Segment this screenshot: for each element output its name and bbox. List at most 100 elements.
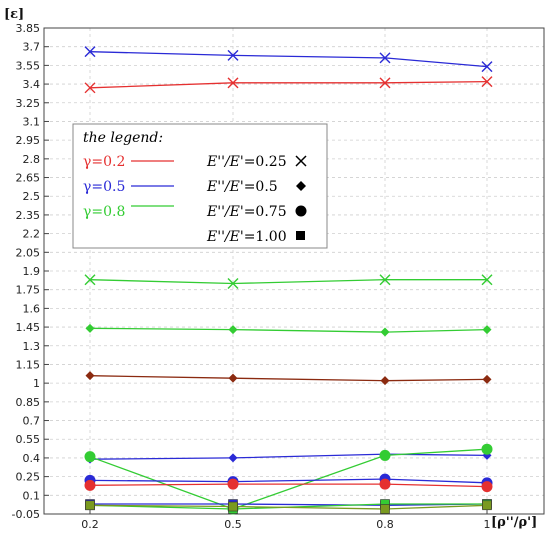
legend-gamma-label: γ=0.2 [83, 154, 125, 170]
diamond-marker [380, 327, 390, 337]
square-marker [482, 500, 492, 511]
circle-marker [481, 443, 493, 455]
x-marker [84, 82, 96, 94]
legend-ratio-value: =0.5 [244, 179, 278, 195]
series-8 [84, 478, 493, 493]
legend-ratio-prefix: E''/E' [206, 154, 244, 170]
legend-ratio-value: =1.00 [244, 229, 287, 245]
svg-text:E''/E'=0.25: E''/E'=0.25 [206, 154, 287, 170]
diamond-marker [228, 325, 238, 335]
legend-ratio-prefix: E''/E' [206, 179, 244, 195]
series-3 [85, 323, 492, 337]
circle-marker [481, 481, 493, 493]
series-line [89, 80, 488, 89]
circle-marker [379, 449, 391, 461]
x-ticks: 0.2 0.5 0.8 1 [81, 509, 491, 531]
legend-ratio-prefix: E''/E' [206, 204, 244, 220]
series-line [89, 51, 488, 68]
y-tick-label: 0.1 [23, 489, 41, 502]
y-tick-label: -0.05 [12, 508, 40, 521]
y-tick-label: 3.85 [16, 22, 41, 35]
series-5 [85, 449, 492, 464]
square-marker [380, 504, 390, 514]
y-tick-label: 2.2 [23, 228, 41, 241]
x-axis-label: [ρ''/ρ'] [491, 515, 537, 530]
y-tick-label: 2.5 [23, 190, 41, 203]
x-marker [227, 277, 239, 289]
series-9 [85, 499, 492, 511]
series-1 [84, 46, 493, 73]
diamond-marker-icon [296, 181, 306, 191]
diamond-marker [85, 323, 95, 333]
y-tick-label: 0.25 [16, 471, 41, 484]
legend: the legend: γ=0.2 γ=0.5 γ=0.8 E''/E'=0.2… [72, 123, 328, 249]
circle-marker [84, 479, 96, 491]
legend-ratio-2: E''/E'=0.75 [206, 204, 307, 220]
legend-ratio-value: =0.75 [244, 204, 287, 220]
square-marker [228, 501, 238, 512]
grid [44, 27, 544, 515]
y-tick-label: 0.55 [16, 433, 41, 446]
x-tick-label: 0.2 [81, 518, 99, 531]
y-tick-label: 1.45 [16, 321, 41, 334]
diamond-marker [228, 373, 238, 383]
x-tick-label: 0.8 [376, 518, 394, 531]
series-0 [84, 76, 493, 94]
y-tick-label: 2.05 [16, 246, 41, 259]
diamond-marker [380, 376, 390, 386]
y-tick-label: 1.75 [16, 284, 41, 297]
y-tick-label: 2.35 [16, 209, 41, 222]
x-marker [227, 49, 239, 61]
series-line [89, 375, 488, 382]
y-tick-label: 0.85 [16, 396, 41, 409]
legend-box [72, 123, 328, 249]
series-11 [85, 500, 492, 514]
series-4 [85, 371, 492, 386]
y-tick-label: 2.95 [16, 134, 41, 147]
x-tick-label: 0.5 [224, 518, 242, 531]
y-tick-label: 3.25 [16, 97, 41, 110]
x-tick-label: 1 [484, 518, 491, 531]
y-tick-label: 1.15 [16, 358, 41, 371]
diamond-marker [482, 374, 492, 384]
x-marker [227, 77, 239, 89]
series-line [89, 448, 488, 510]
x-marker [379, 52, 391, 64]
series-line [89, 453, 488, 460]
y-ticks: -0.05 0.1 0.25 0.4 0.55 0.7 0.85 1 1.15 1.3 1.45 1.… [12, 22, 49, 521]
square-marker [85, 500, 95, 511]
y-tick-label: 3.1 [23, 115, 41, 128]
y-tick-label: 2.8 [23, 153, 41, 166]
legend-ratio-0: E''/E'=0.25 [206, 154, 307, 170]
legend-gamma-2: γ=0.8 [83, 204, 174, 220]
svg-text:E''/E'=1.00: E''/E'=1.00 [206, 229, 287, 245]
legend-ratio-1: E''/E'=0.5 [206, 179, 306, 195]
diamond-marker [482, 325, 492, 335]
legend-ratio-3: E''/E'=1.00 [206, 229, 305, 245]
circle-marker-icon [295, 205, 307, 217]
x-marker [481, 76, 493, 88]
x-marker [379, 274, 391, 286]
y-tick-label: 1.6 [23, 302, 41, 315]
y-tick-label: 1.3 [23, 340, 41, 353]
y-tick-label: 3.7 [23, 41, 41, 54]
x-marker [84, 274, 96, 286]
x-marker [481, 274, 493, 286]
legend-gamma-1: γ=0.5 [83, 179, 174, 195]
y-tick-label: 0.4 [23, 452, 41, 465]
svg-text:E''/E'=0.5: E''/E'=0.5 [206, 179, 278, 195]
x-marker [379, 77, 391, 89]
legend-ratio-prefix: E''/E' [206, 229, 244, 245]
circle-marker [84, 451, 96, 463]
legend-gamma-label: γ=0.8 [83, 204, 125, 220]
x-marker-icon [295, 155, 307, 167]
circle-marker [379, 478, 391, 490]
diamond-marker [85, 371, 95, 381]
x-marker [481, 61, 493, 73]
y-tick-label: 3.55 [16, 59, 41, 72]
legend-gamma-label: γ=0.5 [83, 179, 125, 195]
y-axis-label: [ε] [4, 7, 24, 22]
series-group [84, 46, 493, 515]
series-2 [84, 274, 493, 289]
y-tick-label: 1 [33, 377, 40, 390]
